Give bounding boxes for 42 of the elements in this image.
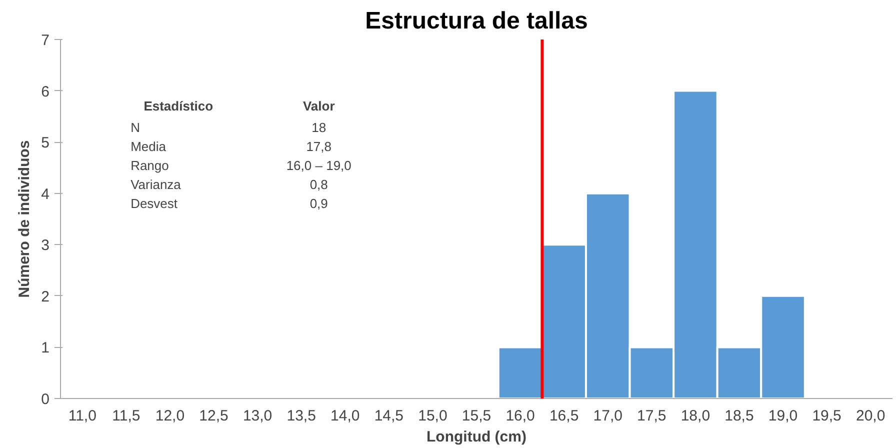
x-tick-label: 13,0	[242, 408, 272, 424]
x-tick-label: 15,5	[462, 408, 492, 424]
x-tick-label: 16,0	[506, 408, 535, 424]
y-tick-label: 3	[41, 237, 50, 254]
annotation: 0,8	[310, 177, 328, 192]
x-tick-label: 19,5	[812, 408, 842, 424]
annotation: 18	[312, 120, 326, 136]
x-tick-label: 19,0	[768, 408, 798, 424]
x-tick-label: 14,0	[330, 408, 360, 424]
x-tick-label: 15,0	[418, 408, 448, 424]
x-tick-label: 11,0	[68, 408, 96, 424]
annotation: Media	[130, 139, 167, 154]
y-tick-label: 2	[41, 288, 50, 306]
x-tick-label: 12,0	[155, 408, 185, 424]
annotation: 17,8	[306, 139, 332, 154]
y-tick-label: 6	[41, 83, 50, 100]
x-tick-label: 12,5	[199, 408, 228, 424]
annotation: N	[130, 120, 140, 136]
x-tick-label: 16,5	[549, 408, 579, 424]
y-axis-title: Número de individuos	[16, 140, 34, 298]
y-tick-label: 5	[41, 134, 50, 152]
annotation: 0,9	[310, 196, 328, 212]
annotation: Varianza	[130, 177, 182, 192]
annotation: Estadístico	[144, 98, 214, 114]
x-tick-label: 20,0	[856, 408, 886, 424]
x-tick-label: 18,0	[680, 408, 710, 424]
x-tick-label: 11,5	[112, 408, 140, 424]
annotation: Desvest	[130, 196, 178, 212]
annotation: Valor	[302, 98, 335, 114]
x-tick-label: 13,5	[286, 408, 316, 424]
annotation: 16,0 – 19,0	[286, 158, 352, 174]
annotation: Rango	[130, 158, 169, 174]
x-tick-label: 17,0	[593, 408, 622, 424]
y-tick-label: 7	[41, 32, 50, 49]
y-tick-label: 4	[41, 186, 50, 203]
x-axis-title: Longitud (cm)	[426, 428, 526, 446]
x-tick-label: 18,5	[724, 408, 754, 424]
y-tick-label: 0	[41, 391, 50, 408]
x-tick-label: 14,5	[374, 408, 404, 424]
x-tick-label: 17,5	[637, 408, 666, 424]
chart-title: Estructura de tallas	[365, 8, 588, 34]
y-tick-label: 1	[41, 340, 50, 357]
